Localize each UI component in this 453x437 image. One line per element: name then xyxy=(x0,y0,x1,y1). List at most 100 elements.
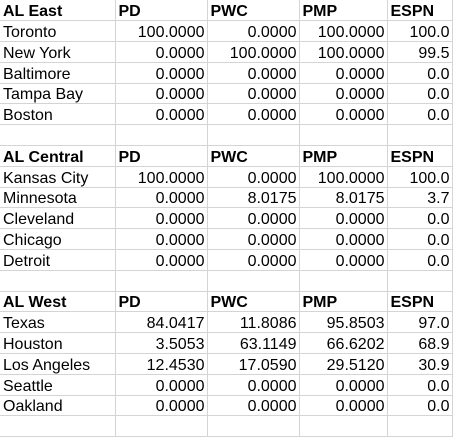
empty-cell[interactable] xyxy=(0,124,116,147)
espn-cell[interactable]: 0.0 xyxy=(387,228,453,251)
team-name-cell[interactable]: Cleveland xyxy=(0,207,116,230)
team-name-cell[interactable]: Minnesota xyxy=(0,187,116,209)
pwc-cell[interactable]: 0.0000 xyxy=(207,228,300,251)
espn-cell[interactable]: 3.7 xyxy=(387,187,453,209)
pd-cell[interactable]: 0.0000 xyxy=(115,103,208,126)
team-name-cell[interactable]: Chicago xyxy=(0,228,116,251)
column-header-pmp[interactable]: PMP xyxy=(299,145,388,167)
pmp-cell[interactable]: 29.5120 xyxy=(299,353,388,375)
pd-cell[interactable]: 0.0000 xyxy=(115,395,208,417)
pd-cell[interactable]: 100.0000 xyxy=(115,166,208,188)
division-name-cell[interactable]: AL West xyxy=(0,291,116,313)
pwc-cell[interactable]: 0.0000 xyxy=(207,103,300,126)
team-name-cell[interactable]: Tampa Bay xyxy=(0,83,116,105)
column-header-pd[interactable]: PD xyxy=(115,291,208,313)
team-name-cell[interactable]: Los Angeles xyxy=(0,353,116,375)
pd-cell[interactable]: 0.0000 xyxy=(115,62,208,84)
pd-cell[interactable]: 0.0000 xyxy=(115,374,208,396)
pwc-cell[interactable]: 63.1149 xyxy=(207,332,300,355)
team-name-cell[interactable]: Boston xyxy=(0,103,116,126)
team-name-cell[interactable]: Detroit xyxy=(0,249,116,271)
pwc-cell[interactable]: 100.0000 xyxy=(207,41,300,63)
pwc-cell[interactable]: 0.0000 xyxy=(207,249,300,271)
pwc-cell[interactable]: 17.0590 xyxy=(207,353,300,375)
team-name-cell[interactable]: New York xyxy=(0,41,116,63)
pd-cell[interactable]: 0.0000 xyxy=(115,207,208,230)
espn-cell[interactable]: 68.9 xyxy=(387,332,453,355)
pd-cell[interactable]: 84.0417 xyxy=(115,311,208,334)
empty-cell[interactable] xyxy=(115,124,208,147)
pmp-cell[interactable]: 0.0000 xyxy=(299,395,388,417)
pd-cell[interactable]: 0.0000 xyxy=(115,83,208,105)
pmp-cell[interactable]: 0.0000 xyxy=(299,103,388,126)
column-header-pwc[interactable]: PWC xyxy=(207,291,300,313)
column-header-pwc[interactable]: PWC xyxy=(207,0,300,22)
empty-cell[interactable] xyxy=(299,415,388,437)
espn-cell[interactable]: 0.0 xyxy=(387,207,453,230)
espn-cell[interactable]: 0.0 xyxy=(387,395,453,417)
empty-cell[interactable] xyxy=(207,415,300,437)
team-name-cell[interactable]: Kansas City xyxy=(0,166,116,188)
column-header-pd[interactable]: PD xyxy=(115,0,208,22)
pmp-cell[interactable]: 100.0000 xyxy=(299,166,388,188)
pd-cell[interactable]: 0.0000 xyxy=(115,228,208,251)
pd-cell[interactable]: 0.0000 xyxy=(115,41,208,63)
espn-cell[interactable]: 0.0 xyxy=(387,103,453,126)
pmp-cell[interactable]: 95.8503 xyxy=(299,311,388,334)
pmp-cell[interactable]: 8.0175 xyxy=(299,187,388,209)
pmp-cell[interactable]: 100.0000 xyxy=(299,41,388,63)
pd-cell[interactable]: 0.0000 xyxy=(115,249,208,271)
pmp-cell[interactable]: 100.0000 xyxy=(299,20,388,43)
empty-cell[interactable] xyxy=(299,270,388,292)
empty-cell[interactable] xyxy=(387,415,453,437)
division-name-cell[interactable]: AL Central xyxy=(0,145,116,167)
column-header-pmp[interactable]: PMP xyxy=(299,291,388,313)
column-header-pmp[interactable]: PMP xyxy=(299,0,388,22)
espn-cell[interactable]: 0.0 xyxy=(387,249,453,271)
espn-cell[interactable]: 0.0 xyxy=(387,62,453,84)
pwc-cell[interactable]: 11.8086 xyxy=(207,311,300,334)
column-header-pd[interactable]: PD xyxy=(115,145,208,167)
pwc-cell[interactable]: 0.0000 xyxy=(207,20,300,43)
pmp-cell[interactable]: 0.0000 xyxy=(299,374,388,396)
empty-cell[interactable] xyxy=(207,124,300,147)
espn-cell[interactable]: 100.0 xyxy=(387,20,453,43)
pmp-cell[interactable]: 0.0000 xyxy=(299,249,388,271)
column-header-espn[interactable]: ESPN xyxy=(387,0,453,22)
team-name-cell[interactable]: Toronto xyxy=(0,20,116,43)
team-name-cell[interactable]: Seattle xyxy=(0,374,116,396)
pmp-cell[interactable]: 0.0000 xyxy=(299,228,388,251)
espn-cell[interactable]: 0.0 xyxy=(387,83,453,105)
team-name-cell[interactable]: Baltimore xyxy=(0,62,116,84)
team-name-cell[interactable]: Oakland xyxy=(0,395,116,417)
pd-cell[interactable]: 12.4530 xyxy=(115,353,208,375)
espn-cell[interactable]: 99.5 xyxy=(387,41,453,63)
empty-cell[interactable] xyxy=(0,415,116,437)
pd-cell[interactable]: 0.0000 xyxy=(115,187,208,209)
team-name-cell[interactable]: Texas xyxy=(0,311,116,334)
espn-cell[interactable]: 0.0 xyxy=(387,374,453,396)
pwc-cell[interactable]: 0.0000 xyxy=(207,395,300,417)
empty-cell[interactable] xyxy=(387,270,453,292)
pmp-cell[interactable]: 0.0000 xyxy=(299,83,388,105)
pwc-cell[interactable]: 0.0000 xyxy=(207,166,300,188)
empty-cell[interactable] xyxy=(0,270,116,292)
espn-cell[interactable]: 30.9 xyxy=(387,353,453,375)
pwc-cell[interactable]: 0.0000 xyxy=(207,62,300,84)
empty-cell[interactable] xyxy=(299,124,388,147)
pmp-cell[interactable]: 66.6202 xyxy=(299,332,388,355)
pmp-cell[interactable]: 0.0000 xyxy=(299,207,388,230)
empty-cell[interactable] xyxy=(207,270,300,292)
empty-cell[interactable] xyxy=(387,124,453,147)
empty-cell[interactable] xyxy=(115,270,208,292)
pwc-cell[interactable]: 8.0175 xyxy=(207,187,300,209)
espn-cell[interactable]: 97.0 xyxy=(387,311,453,334)
column-header-espn[interactable]: ESPN xyxy=(387,145,453,167)
pwc-cell[interactable]: 0.0000 xyxy=(207,207,300,230)
pd-cell[interactable]: 100.0000 xyxy=(115,20,208,43)
pwc-cell[interactable]: 0.0000 xyxy=(207,83,300,105)
column-header-espn[interactable]: ESPN xyxy=(387,291,453,313)
empty-cell[interactable] xyxy=(115,415,208,437)
pmp-cell[interactable]: 0.0000 xyxy=(299,62,388,84)
pd-cell[interactable]: 3.5053 xyxy=(115,332,208,355)
